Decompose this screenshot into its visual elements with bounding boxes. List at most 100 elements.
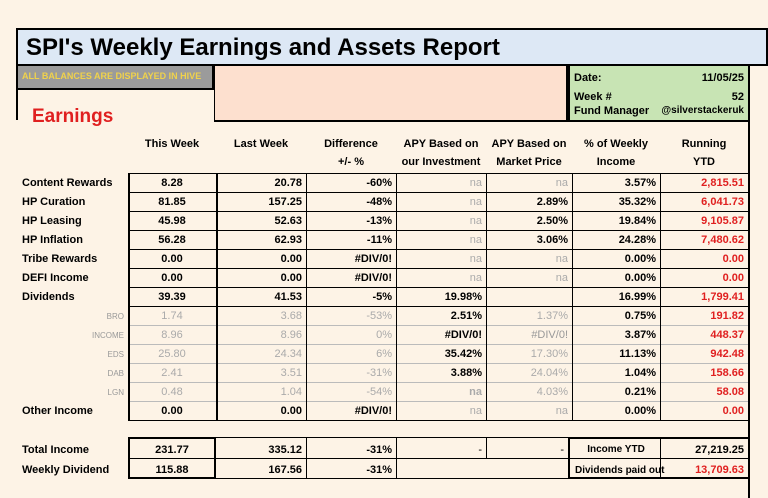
cell-last: 8.96 [280, 329, 302, 341]
cell-apy-mkt: 24.04% [530, 367, 568, 379]
cell-apy-inv: 19.98% [444, 291, 482, 303]
cell-diff: -60% [366, 177, 392, 189]
earnings-table [128, 173, 748, 421]
cell-apy-inv: na [469, 253, 482, 265]
frame-left [16, 90, 18, 120]
cell-pct: 1.04% [624, 367, 656, 379]
header-apy-market-2: Market Price [496, 156, 562, 168]
cell-last: 20.78 [274, 177, 302, 189]
header-running-ytd-2: YTD [693, 156, 715, 168]
cell-apy-mkt: 1.37% [536, 310, 568, 322]
header-blank-cell [214, 66, 568, 122]
header-running-ytd: Running [681, 138, 727, 150]
total-income-diff: -31% [366, 444, 392, 456]
cell-apy-inv: na [469, 405, 482, 417]
cell-pct: 0.00% [624, 272, 656, 284]
cell-ytd: 158.66 [710, 367, 744, 379]
cell-last: 0.00 [280, 272, 302, 284]
cell-apy-mkt: na [555, 405, 568, 417]
cell-apy-mkt: na [555, 177, 568, 189]
cell-diff: 0% [376, 329, 392, 341]
date-label: Date: [574, 72, 602, 84]
cell-apy-mkt: 3.06% [536, 234, 568, 246]
cell-ytd: 58.08 [716, 386, 744, 398]
cell-last: 157.25 [268, 196, 302, 208]
cell-pct: 3.57% [624, 177, 656, 189]
row-label: DAB [107, 369, 124, 378]
row-label: Tribe Rewards [22, 253, 98, 265]
cell-apy-mkt: #DIV/0! [531, 329, 568, 341]
cell-apy-mkt: 2.89% [536, 196, 568, 208]
totals-table [128, 437, 748, 479]
cell-this: 25.80 [158, 348, 186, 360]
weekly-dividend-this-week: 115.88 [155, 464, 189, 476]
cell-apy-inv: 3.88% [450, 367, 482, 379]
row-label: INCOME [92, 331, 124, 340]
header-apy-investment-2: our Investment [401, 156, 481, 168]
row-label: Other Income [22, 405, 93, 417]
row-label: BRO [106, 312, 124, 321]
week-label: Week # [574, 91, 612, 103]
cell-diff: -31% [366, 367, 392, 379]
weekly-dividend-diff: -31% [366, 464, 392, 476]
cell-pct: 0.00% [624, 253, 656, 265]
cell-last: 3.51 [280, 367, 302, 379]
cell-apy-inv: na [469, 196, 482, 208]
cell-apy-inv: 35.42% [444, 348, 482, 360]
header-pct-income-2: Income [596, 156, 636, 168]
cell-last: 0.00 [280, 405, 302, 417]
total-income-label: Total Income [22, 444, 90, 456]
cell-apy-mkt: 2.50% [536, 215, 568, 227]
report-meta: Date: 11/05/25 Week # 52 Fund Manager @s… [568, 66, 750, 122]
cell-ytd: 0.00 [722, 405, 744, 417]
cell-this: 0.48 [161, 386, 183, 398]
cell-apy-mkt: 17.30% [530, 348, 568, 360]
report-title: SPI's Weekly Earnings and Assets Report [26, 34, 500, 61]
cell-pct: 0.75% [624, 310, 656, 322]
cell-ytd: 7,480.62 [701, 234, 744, 246]
cell-last: 1.04 [280, 386, 302, 398]
cell-this: 39.39 [158, 291, 186, 303]
cell-this: 8.96 [161, 329, 183, 341]
cell-this: 81.85 [158, 196, 186, 208]
manager-label: Fund Manager [574, 105, 650, 117]
cell-this: 0.00 [161, 405, 183, 417]
header-this-week: This Week [144, 138, 200, 150]
cell-ytd: 0.00 [722, 272, 744, 284]
header-apy-market: APY Based on [491, 138, 567, 150]
cell-apy-mkt: 4.03% [536, 386, 568, 398]
cell-apy-inv: na [469, 386, 482, 398]
cell-diff: 6% [376, 348, 392, 360]
cell-diff: #DIV/0! [354, 272, 392, 284]
cell-ytd: 9,105.87 [701, 215, 744, 227]
total-income-this-week: 231.77 [155, 444, 189, 456]
cell-pct: 0.00% [624, 405, 656, 417]
cell-ytd: 191.82 [710, 310, 744, 322]
cell-this: 1.74 [161, 310, 183, 322]
cell-apy-mkt: na [555, 272, 568, 284]
cell-pct: 3.87% [624, 329, 656, 341]
cell-pct: 11.13% [619, 348, 656, 360]
cell-this: 0.00 [161, 253, 183, 265]
income-ytd-value: 27,219.25 [695, 444, 744, 456]
cell-apy-inv: na [469, 234, 482, 246]
cell-this: 2.41 [161, 367, 183, 379]
cell-this: 8.28 [161, 177, 183, 189]
cell-last: 41.53 [274, 291, 302, 303]
cell-pct: 16.99% [618, 291, 656, 303]
date-value: 11/05/25 [701, 72, 744, 84]
frame-right [748, 90, 750, 498]
dividends-paid-value: 13,709.63 [695, 464, 744, 476]
cell-pct: 24.28% [618, 234, 656, 246]
report-title-bar: SPI's Weekly Earnings and Assets Report [16, 28, 768, 66]
header-apy-investment: APY Based on [403, 138, 479, 150]
cell-this: 56.28 [158, 234, 186, 246]
cell-apy-mkt: na [555, 253, 568, 265]
row-label: EDS [107, 350, 124, 359]
cell-apy-inv: #DIV/0! [444, 329, 482, 341]
total-income-apy-inv: - [478, 444, 482, 456]
header-pct-income: % of Weekly [584, 138, 648, 150]
weekly-dividend-last-week: 167.56 [268, 464, 302, 476]
cell-diff: -5% [372, 291, 392, 303]
cell-last: 62.93 [274, 234, 302, 246]
